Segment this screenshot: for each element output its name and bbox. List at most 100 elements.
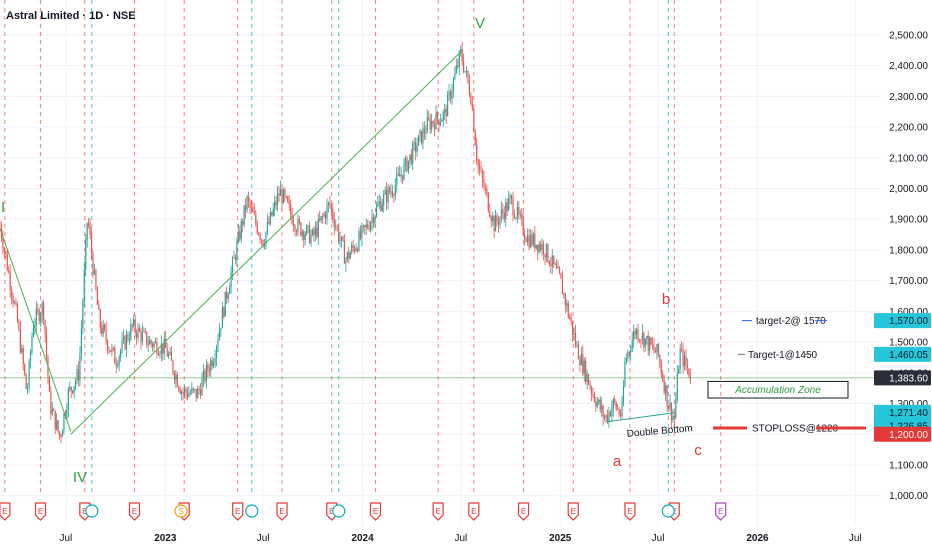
candle — [311, 228, 314, 237]
candle — [11, 285, 13, 305]
earnings-marker-shape[interactable] — [0, 502, 11, 521]
earnings-marker[interactable]: E — [517, 502, 530, 521]
earnings-marker-text: E — [38, 507, 43, 516]
earnings-marker-shape[interactable] — [624, 502, 636, 521]
earnings-marker[interactable]: E — [128, 502, 141, 521]
earnings-marker[interactable]: E — [276, 502, 288, 521]
earnings-marker[interactable]: E — [624, 502, 636, 521]
candle-body — [406, 157, 408, 172]
candle — [686, 358, 689, 375]
price-badge-text: 1,383.60 — [889, 373, 928, 384]
candle — [377, 195, 379, 207]
candle-body — [54, 410, 56, 430]
earnings-marker[interactable]: E — [432, 502, 444, 521]
candle-body — [633, 331, 635, 341]
price-badge[interactable]: 1,460.05 — [874, 346, 931, 362]
candle-body — [499, 217, 501, 225]
dividend-marker-shape[interactable] — [332, 504, 346, 518]
earnings-marker-shape[interactable] — [34, 502, 47, 521]
price-axis[interactable]: 1,000.001,100.001,200.001,300.001,400.00… — [874, 0, 932, 550]
earnings-marker[interactable]: E — [369, 502, 382, 521]
candle — [603, 413, 606, 422]
candle-body — [117, 364, 119, 367]
candle-body — [176, 374, 178, 387]
candle — [70, 386, 72, 399]
price-badge[interactable]: 1,200.00 — [874, 426, 931, 442]
candle — [259, 232, 261, 244]
candle-body — [88, 223, 90, 226]
candle-body — [438, 119, 440, 126]
time-axis[interactable]: Jul 2023 Jul 2024 Jul 2025 Jul 2026 Jul — [0, 525, 882, 550]
candle — [618, 406, 620, 417]
candle-body — [570, 318, 572, 322]
candle — [165, 330, 167, 349]
candle — [649, 335, 651, 356]
candle-body — [13, 302, 16, 304]
candle-body — [653, 345, 655, 351]
candle — [37, 303, 39, 316]
candle — [8, 266, 10, 274]
candle — [672, 408, 674, 424]
earnings-marker-shape[interactable] — [715, 502, 727, 521]
candle-body — [114, 348, 116, 364]
candle — [122, 329, 125, 344]
candle — [346, 251, 348, 263]
candle — [98, 300, 100, 311]
candle-body — [461, 49, 463, 62]
earnings-marker[interactable]: E — [567, 502, 579, 521]
split-marker-shape[interactable] — [174, 504, 188, 518]
candle-body — [381, 204, 383, 211]
candle-body — [606, 415, 609, 422]
candle — [396, 166, 398, 193]
earnings-marker-shape[interactable] — [432, 502, 444, 521]
candle — [99, 308, 101, 334]
price-badge[interactable]: 1,271.40 — [874, 404, 931, 420]
dividend-marker[interactable] — [661, 504, 675, 518]
earnings-marker[interactable]: E — [232, 502, 244, 521]
candle-body — [345, 259, 347, 264]
candle — [506, 198, 508, 217]
dividend-marker-shape[interactable] — [245, 504, 259, 518]
candle — [243, 205, 245, 228]
earnings-marker-shape[interactable] — [567, 502, 579, 521]
candle — [612, 397, 614, 417]
candle — [496, 212, 498, 227]
candle-body — [313, 229, 315, 236]
earnings-marker-shape[interactable] — [128, 502, 141, 521]
candle-body — [644, 338, 646, 348]
earnings-marker[interactable]: E — [468, 502, 480, 521]
earnings-marker[interactable]: E — [715, 502, 727, 521]
candle — [410, 148, 412, 166]
event-markers[interactable]: EEEEEEEEEEEEEEEES — [0, 502, 727, 521]
earnings-marker-shape[interactable] — [517, 502, 530, 521]
earnings-marker-shape[interactable] — [369, 502, 382, 521]
y-tick-label: 2,300.00 — [889, 92, 928, 103]
earnings-marker[interactable]: E — [34, 502, 47, 521]
dividend-marker-shape[interactable] — [661, 504, 675, 518]
candle — [199, 383, 202, 399]
candle-body — [76, 369, 78, 381]
candle — [159, 351, 161, 359]
candle-body — [204, 370, 206, 381]
price-badge[interactable]: 1,570.00 — [874, 313, 931, 329]
candle-body — [460, 49, 462, 52]
dividend-marker[interactable] — [245, 504, 259, 518]
earnings-marker-shape[interactable] — [468, 502, 480, 521]
dividend-marker[interactable] — [332, 504, 346, 518]
candle-body — [637, 329, 639, 340]
earnings-marker-shape[interactable] — [276, 502, 288, 521]
candle — [617, 403, 619, 411]
earnings-marker[interactable]: E — [0, 502, 11, 521]
event-lines — [4, 0, 722, 495]
split-marker[interactable]: S — [174, 504, 188, 518]
candle — [688, 368, 690, 378]
dividend-marker[interactable] — [85, 504, 99, 518]
candle-body — [92, 253, 94, 275]
candle — [308, 221, 311, 245]
earnings-marker-shape[interactable] — [232, 502, 244, 521]
price-badge[interactable]: 1,383.60 — [874, 370, 931, 386]
dividend-marker-shape[interactable] — [85, 504, 99, 518]
wave-label-c: c — [694, 442, 702, 459]
candle-body — [40, 315, 42, 322]
